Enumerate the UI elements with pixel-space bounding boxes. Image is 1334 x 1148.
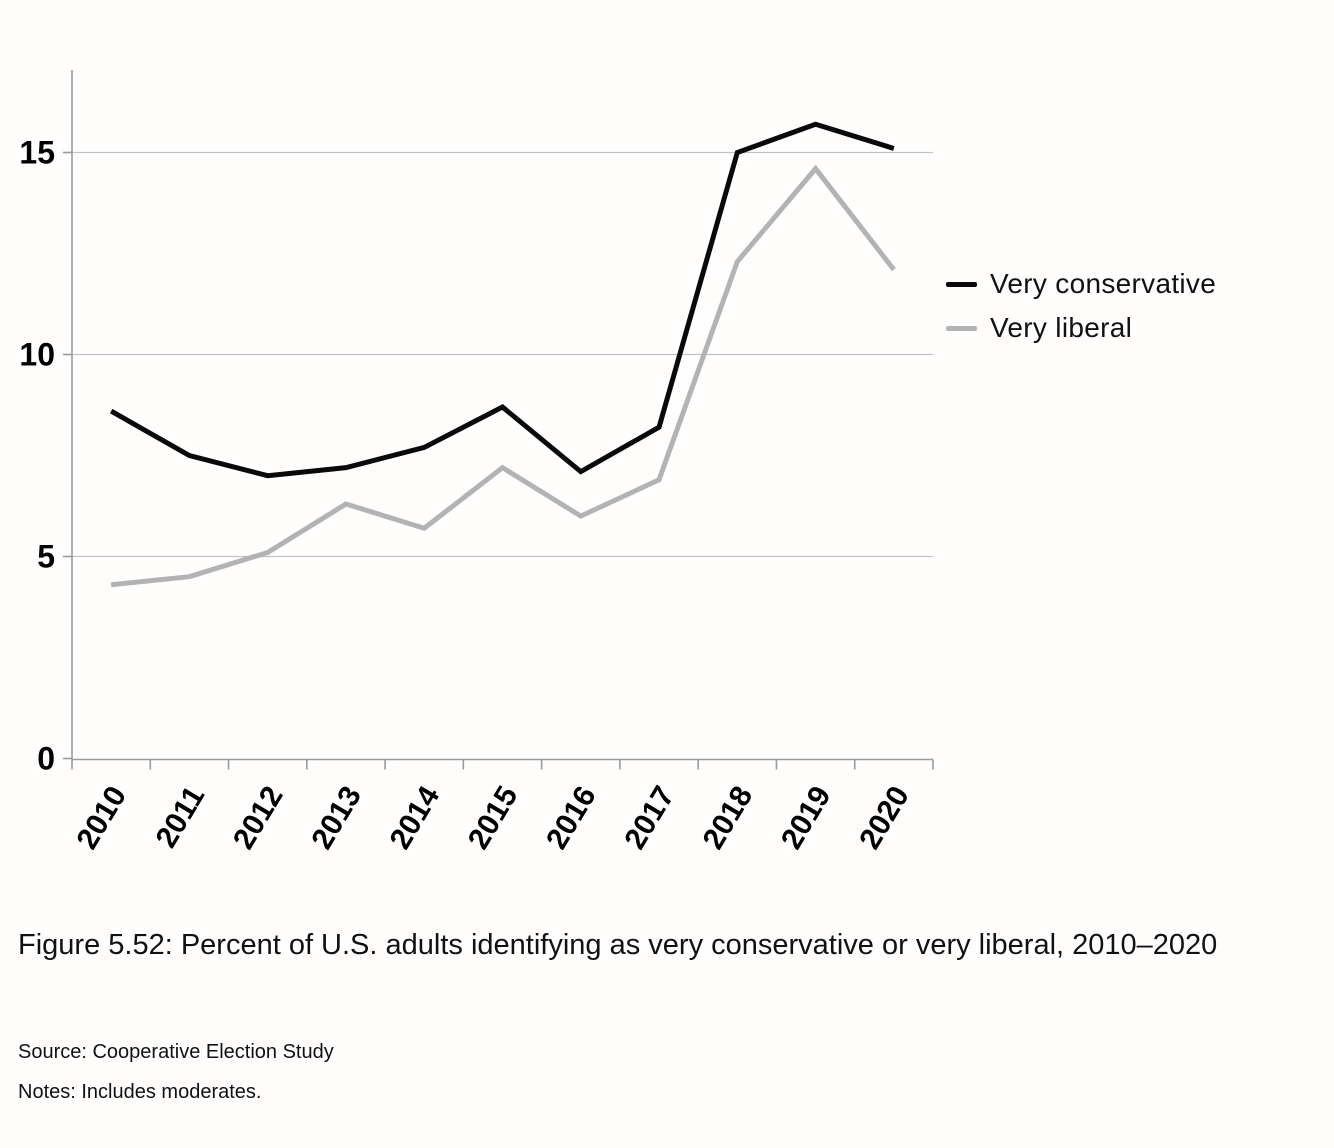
y-axis-tick-label: 10 [19, 337, 55, 373]
source-note: Source: Cooperative Election Study [18, 1041, 334, 1063]
x-axis-tick-label: 2015 [462, 781, 525, 855]
notes-note: Notes: Includes moderates. [18, 1081, 262, 1103]
legend: Very conservative Very liberal [946, 266, 1216, 346]
x-axis-tick-label: 2011 [150, 781, 212, 854]
x-axis-tick-label: 2012 [227, 781, 290, 855]
very-liberal-line [110, 164, 896, 588]
x-axis-tick-label: 2020 [853, 781, 916, 855]
y-axis-tick-label: 0 [37, 741, 55, 777]
legend-label-very-liberal: Very liberal [990, 312, 1133, 343]
x-axis-tick-label: 2016 [540, 781, 603, 855]
x-axis-tick-label: 2018 [697, 781, 760, 855]
legend-label-very-conservative: Very conservative [990, 268, 1217, 299]
very-conservative-line-swatch [946, 281, 977, 287]
x-axis-tick-label: 2013 [305, 781, 368, 855]
gridlines-and-axes [63, 70, 934, 770]
figure-caption: Figure 5.52: Percent of U.S. adults iden… [18, 929, 1218, 961]
series-lines [109, 121, 896, 588]
very-conservative-line [109, 121, 895, 479]
y-axis-tick-label: 5 [37, 539, 55, 575]
very-liberal-line-swatch [946, 325, 977, 331]
y-axis-labels: 0 5 10 15 [19, 135, 55, 777]
y-axis-tick-label: 15 [19, 135, 55, 171]
legend-item-very-liberal: Very liberal [946, 310, 1216, 346]
x-axis-tick-label: 2017 [618, 781, 681, 855]
legend-item-very-conservative: Very conservative [946, 266, 1216, 302]
x-axis-tick-label: 2019 [775, 781, 838, 855]
x-axis-tick-label: 2014 [384, 780, 447, 854]
x-axis-labels: 2010 2011 2012 2013 2014 2015 2016 2017 2018 2019… [70, 780, 915, 854]
x-axis-tick-label: 2010 [70, 781, 133, 855]
